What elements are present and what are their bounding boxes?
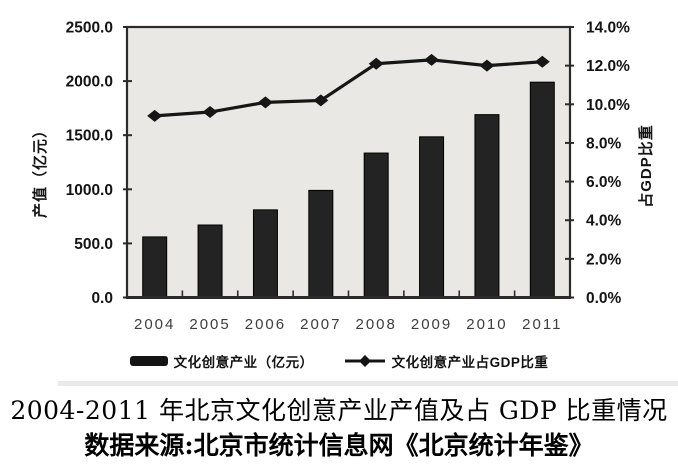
left-axis-tick-label: 2500.0 bbox=[66, 20, 113, 37]
right-axis-tick-label: 4.0% bbox=[586, 213, 622, 230]
diamond-marker bbox=[202, 106, 218, 119]
x-axis-category-label: 2007 bbox=[300, 316, 341, 333]
right-axis-tick-label: 2.0% bbox=[586, 251, 622, 268]
left-axis-tick-label: 500.0 bbox=[74, 236, 113, 253]
x-axis-category-label: 2005 bbox=[189, 316, 230, 333]
legend-item-bar-series: 文化创意产业（亿元） bbox=[129, 351, 314, 371]
chart-bottom-edge-strip bbox=[58, 381, 678, 386]
diamond-marker bbox=[368, 57, 384, 70]
chart-legend: 文化创意产业（亿元） 文化创意产业占GDP比重 bbox=[0, 351, 678, 371]
bar bbox=[197, 224, 223, 298]
x-axis-category-label: 2009 bbox=[411, 316, 452, 333]
bar bbox=[529, 81, 555, 298]
plot-area bbox=[127, 27, 570, 298]
left-axis-tick-label: 2000.0 bbox=[66, 74, 113, 91]
right-axis-tick-label: 10.0% bbox=[586, 97, 630, 114]
legend-label-bar-series: 文化创意产业（亿元） bbox=[173, 355, 314, 370]
right-axis-title: 占GDP比重 bbox=[637, 124, 655, 208]
bar bbox=[363, 152, 389, 298]
left-axis-tick-label: 1500.0 bbox=[66, 128, 113, 145]
figure-caption: 2004-2011 年北京文化创意产业产值及占 GDP 比重情况 数据来源:北京… bbox=[0, 392, 678, 463]
diamond-marker bbox=[147, 109, 163, 122]
right-axis-tick-label: 8.0% bbox=[586, 135, 622, 152]
left-axis-title: 产值（亿元） bbox=[31, 122, 49, 218]
diamond-marker bbox=[313, 94, 329, 107]
x-axis-category-label: 2010 bbox=[466, 316, 507, 333]
bar bbox=[142, 236, 168, 299]
legend-item-line-series: 文化创意产业占GDP比重 bbox=[344, 351, 549, 371]
right-axis-tick-label: 6.0% bbox=[586, 174, 622, 191]
figure-title: 2004-2011 年北京文化创意产业产值及占 GDP 比重情况 bbox=[10, 396, 668, 425]
right-axis-tick-label: 12.0% bbox=[586, 58, 630, 75]
bar bbox=[308, 189, 334, 298]
right-axis-tick-label: 14.0% bbox=[586, 20, 630, 37]
left-axis-tick-label: 1000.0 bbox=[66, 182, 113, 199]
diamond-marker bbox=[479, 59, 495, 72]
line-diamond-swatch-icon bbox=[344, 355, 385, 367]
diamond-marker bbox=[424, 53, 440, 66]
bar bbox=[252, 209, 278, 298]
combo-chart: 2500.0 2000.0 1500.0 1000.0 500.0 0.0 14.0% 12.… bbox=[31, 20, 655, 334]
left-axis-tick-label: 0.0 bbox=[91, 290, 113, 307]
legend-label-line-series: 文化创意产业占GDP比重 bbox=[391, 355, 549, 370]
x-axis-category-label: 2006 bbox=[245, 316, 286, 333]
line-series bbox=[154, 58, 543, 118]
data-source-note: 数据来源:北京市统计信息网《北京统计年鉴》 bbox=[84, 431, 594, 460]
combo-chart-block: 2500.0 2000.0 1500.0 1000.0 500.0 0.0 14.0% 12.… bbox=[0, 20, 678, 386]
x-axis-category-label: 2008 bbox=[356, 316, 397, 333]
diamond-marker bbox=[257, 96, 273, 109]
x-axis-category-label: 2004 bbox=[134, 316, 175, 333]
right-axis-tick-label: 0.0% bbox=[586, 290, 622, 307]
bar bbox=[419, 136, 445, 298]
bar-swatch-icon bbox=[129, 356, 168, 366]
x-axis-category-label: 2011 bbox=[522, 316, 562, 333]
diamond-marker bbox=[534, 55, 550, 68]
bar bbox=[474, 114, 500, 298]
